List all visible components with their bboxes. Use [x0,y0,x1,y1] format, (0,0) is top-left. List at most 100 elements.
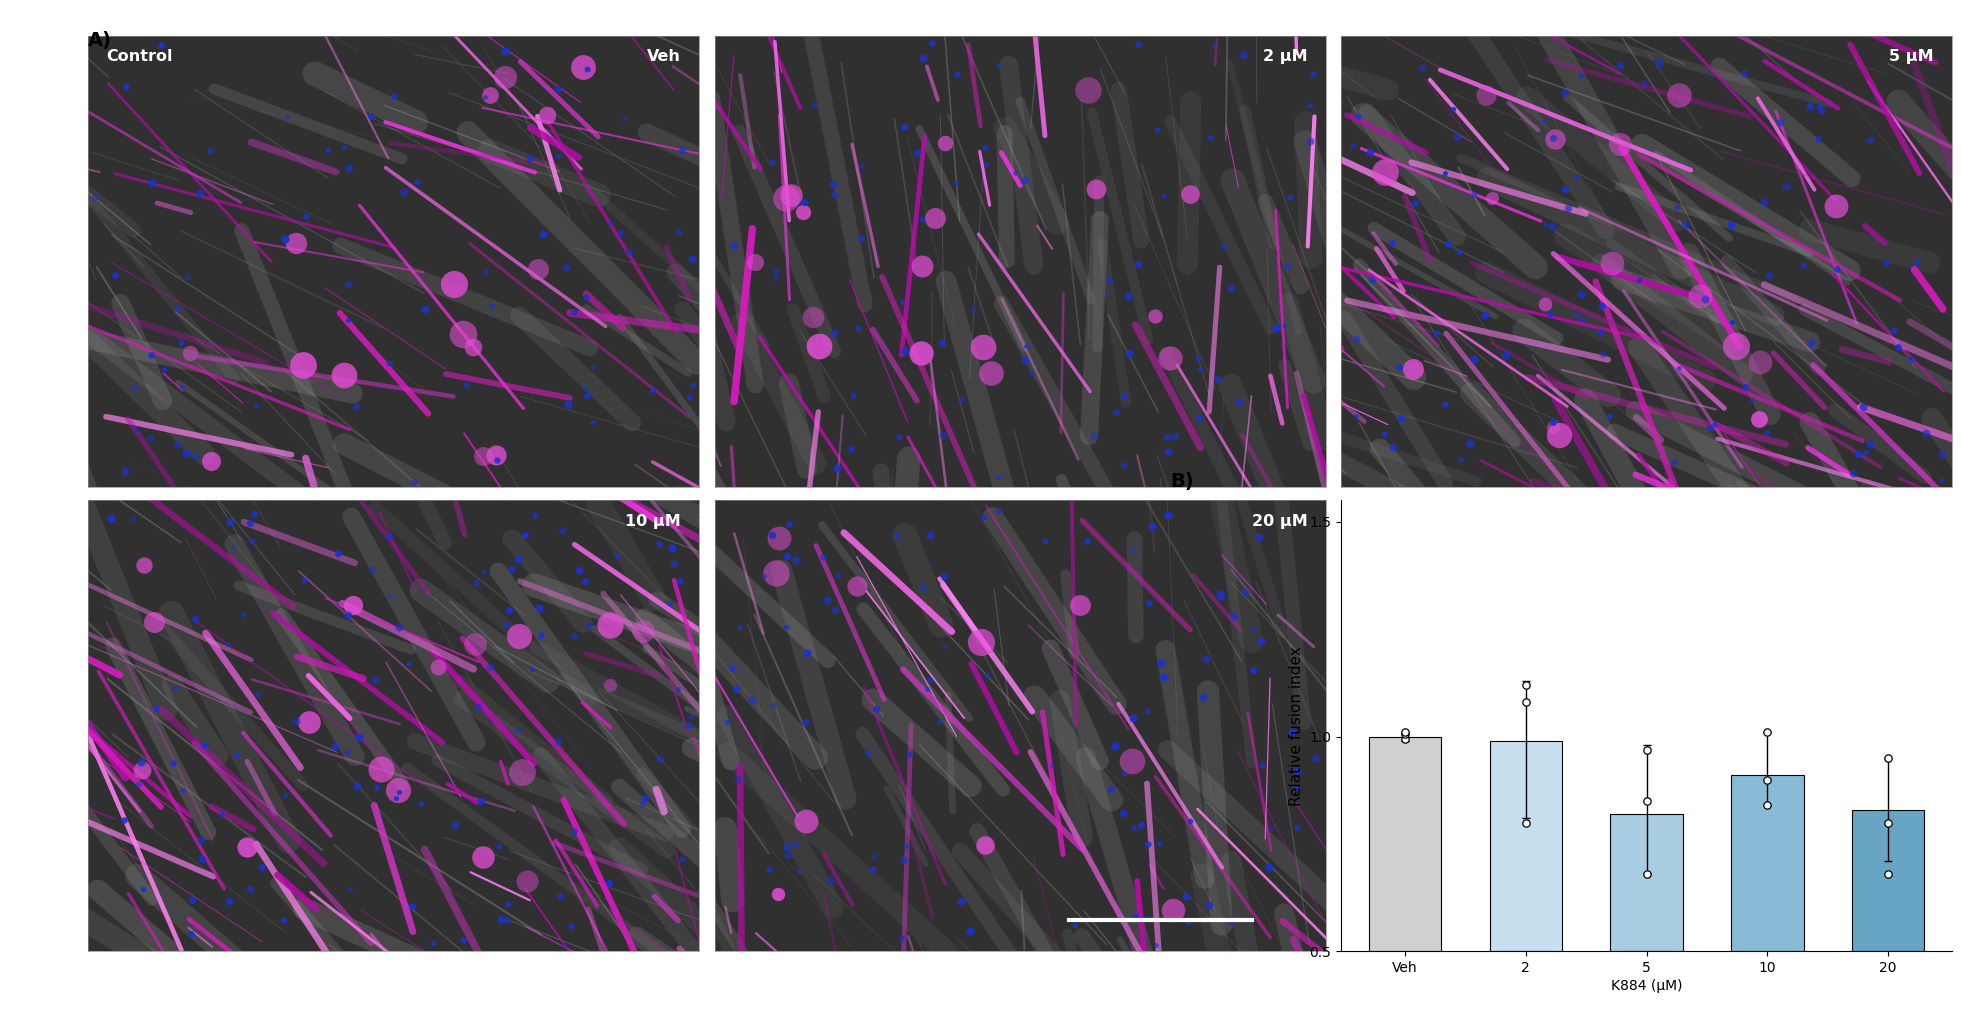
Point [812,592,844,609]
Point [720,681,751,698]
Point [188,737,220,753]
Point [212,636,243,653]
Point [842,578,873,594]
Point [1183,409,1214,426]
Point [465,793,496,809]
Point [1148,669,1179,685]
Point [1884,339,1915,355]
Point [1470,307,1501,323]
Point [1566,68,1597,84]
Point [96,510,128,527]
Point [808,549,840,566]
Point [1099,738,1130,754]
Point [1689,291,1721,307]
Point [1152,444,1183,460]
Point [901,145,932,162]
Point [388,184,420,201]
Point [1511,814,1542,831]
Point [398,474,430,490]
Point [1670,217,1701,233]
Point [469,88,500,104]
Point [667,142,698,159]
Point [920,210,952,226]
Point [969,837,1001,853]
Point [1116,541,1148,558]
Point [1744,354,1776,370]
Point [1658,454,1689,471]
Point [630,790,661,806]
Point [657,540,689,557]
Point [496,561,528,577]
Point [1071,82,1103,98]
Point [1109,457,1140,474]
Point [1544,427,1575,443]
Point [1171,914,1203,930]
Point [889,851,920,868]
Point [763,530,795,546]
X-axis label: K884 (μM): K884 (μM) [1611,979,1681,993]
Point [467,448,498,464]
Point [1458,185,1489,202]
Point [467,849,498,865]
Point [1530,297,1562,313]
Point [946,391,977,407]
Point [133,431,165,447]
Point [1154,350,1185,366]
Point [1430,165,1462,181]
Point [1854,436,1885,452]
Point [247,859,279,876]
Point [1838,465,1870,482]
Point [1354,144,1385,161]
Point [797,309,828,325]
Point [233,515,265,531]
Point [1193,897,1224,914]
Point [1717,314,1748,330]
Point [1336,137,1368,153]
Point [1695,420,1727,437]
Point [567,59,598,76]
Point [1244,633,1275,650]
Point [1566,286,1597,303]
Point [1438,100,1470,117]
Point [126,762,157,779]
Point [383,785,414,801]
Point [1472,87,1503,103]
Point [716,660,748,676]
Point [334,160,365,176]
Point [447,326,479,343]
Point [791,812,822,829]
Point [1754,267,1785,283]
Point [1142,122,1173,138]
Point [555,918,587,934]
Point [659,555,691,572]
Point [710,714,742,730]
Point [422,659,453,675]
Point [1534,306,1566,322]
Point [492,602,524,618]
Point [1118,908,1150,925]
Bar [1730,775,1803,951]
Point [857,861,889,878]
Point [928,637,959,654]
Point [171,445,202,461]
Point [1203,370,1234,387]
Point [512,873,543,889]
Point [1340,330,1371,347]
Point [1063,596,1095,613]
Point [954,923,985,939]
Point [1721,338,1752,354]
Point [1583,324,1615,341]
Point [545,522,577,538]
Point [1752,797,1783,813]
Point [761,886,793,902]
Point [1187,688,1218,705]
Point [239,505,271,522]
Point [165,335,196,351]
Point [608,110,640,127]
Point [906,211,938,227]
Point [1536,130,1568,146]
Point [1587,299,1619,315]
Point [1430,396,1462,412]
Point [381,790,412,806]
Point [748,568,779,584]
